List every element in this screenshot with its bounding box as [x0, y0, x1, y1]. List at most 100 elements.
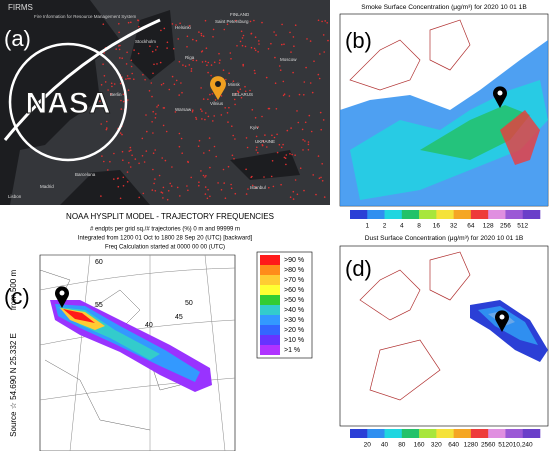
- fire-dot: [220, 114, 223, 116]
- colorbar-label: 128: [483, 223, 494, 230]
- fire-dot: [155, 49, 157, 51]
- city-label: UKRAINE: [255, 139, 275, 144]
- fire-dot: [154, 149, 156, 151]
- fire-dot: [304, 121, 307, 124]
- subtitle-line: # endpts per grid sq./# trajectories (%)…: [90, 227, 240, 233]
- fire-dot: [191, 111, 194, 113]
- colorbar-label: 320: [431, 442, 442, 449]
- city-label: Madrid: [40, 184, 54, 189]
- fire-dot: [198, 139, 201, 142]
- fire-dot: [206, 64, 208, 66]
- sea: [230, 150, 300, 180]
- fire-dot: [177, 38, 179, 40]
- subtitle-line: Freq Calculation started at 0000 00 00 (…: [105, 245, 225, 251]
- fire-dot: [168, 88, 171, 91]
- fire-dot: [226, 112, 229, 114]
- fire-dot: [224, 197, 227, 199]
- fire-dot: [318, 77, 321, 80]
- fire-dot: [250, 32, 253, 35]
- city-label: Vilnius: [210, 101, 224, 106]
- fire-dot: [197, 145, 200, 147]
- fire-dot: [161, 192, 164, 194]
- city-label: Warsaw: [175, 107, 192, 112]
- fire-dot: [117, 185, 120, 188]
- colorbar-label: 8: [417, 223, 421, 230]
- fire-dot: [204, 176, 206, 178]
- city-label: Minsk: [228, 82, 241, 87]
- fire-dot: [150, 82, 153, 84]
- fire-dot: [236, 45, 238, 47]
- fire-dot: [218, 62, 221, 64]
- fire-dot: [212, 36, 214, 38]
- location-pin: [55, 286, 69, 308]
- fire-dot: [190, 70, 193, 72]
- fire-dot: [169, 182, 171, 185]
- colorbar-swatch: [436, 210, 454, 219]
- fire-dot: [127, 89, 130, 91]
- fire-dot: [212, 28, 215, 31]
- colorbar-swatch: [470, 429, 489, 438]
- fire-dot: [233, 98, 236, 101]
- fire-dot: [162, 186, 165, 189]
- fire-dot: [327, 39, 329, 42]
- fire-dot: [261, 115, 263, 118]
- fire-dot: [250, 176, 252, 179]
- fire-dot: [200, 34, 203, 37]
- fire-dot: [213, 115, 215, 117]
- colorbar-label: 640: [448, 442, 459, 449]
- fire-dot: [152, 72, 154, 75]
- fire-dot: [131, 72, 133, 75]
- fire-dot: [322, 119, 325, 121]
- colorbar-label: 80: [398, 442, 406, 449]
- fire-dot: [278, 65, 281, 67]
- panel-a: NASA FIRMS Fire Information for Resource…: [0, 0, 330, 205]
- fire-dot: [129, 166, 132, 168]
- fire-dot: [235, 19, 237, 22]
- fire-dot: [167, 190, 170, 192]
- land: [10, 140, 90, 205]
- colorbar-swatch: [367, 429, 385, 438]
- fire-dot: [224, 107, 226, 109]
- fire-dot: [122, 176, 125, 179]
- fire-dot: [254, 36, 257, 38]
- fire-dot: [186, 185, 188, 187]
- fire-dot: [121, 57, 123, 59]
- fire-dot: [122, 185, 125, 187]
- fire-dot: [276, 151, 279, 154]
- fire-dot: [102, 63, 104, 65]
- panel-title: Smoke Surface Concentration (μg/m³) for …: [361, 4, 527, 11]
- fire-dot: [284, 157, 287, 159]
- fire-dot: [103, 160, 105, 163]
- fire-dot: [244, 90, 247, 93]
- fire-dot: [253, 19, 255, 22]
- fire-dot: [179, 22, 181, 25]
- fire-dot: [211, 93, 214, 95]
- fire-dot: [143, 161, 146, 163]
- fire-dot: [122, 100, 125, 103]
- fire-dot: [302, 149, 304, 151]
- colorbar-swatch: [384, 429, 403, 438]
- fire-dot: [266, 146, 268, 148]
- location-pin: [495, 310, 510, 332]
- fire-dot: [255, 135, 258, 138]
- colorbar-swatch: [367, 210, 385, 219]
- fire-dot: [204, 118, 206, 121]
- city-label: Barcelona: [75, 172, 96, 177]
- pin-hole: [497, 90, 503, 96]
- fire-dot: [153, 182, 155, 185]
- fire-dot: [319, 111, 322, 114]
- fire-dot: [126, 171, 129, 173]
- fire-dot: [103, 75, 106, 77]
- fire-dot: [317, 19, 320, 22]
- panel-title: NOAA HYSPLIT MODEL - TRAJECTORY FREQUENC…: [66, 212, 274, 221]
- fire-dot: [130, 149, 132, 152]
- fire-dot: [130, 59, 133, 62]
- fire-dot: [247, 188, 249, 190]
- fire-dot: [270, 175, 273, 178]
- fire-dot: [146, 130, 148, 133]
- fire-dot: [322, 34, 325, 36]
- fire-dot: [245, 137, 248, 139]
- fire-dot: [210, 64, 213, 66]
- fire-dot: [208, 149, 211, 152]
